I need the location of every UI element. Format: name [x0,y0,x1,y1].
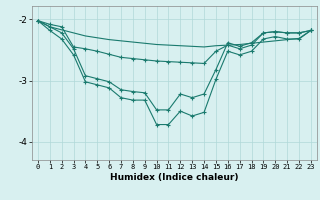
X-axis label: Humidex (Indice chaleur): Humidex (Indice chaleur) [110,173,239,182]
